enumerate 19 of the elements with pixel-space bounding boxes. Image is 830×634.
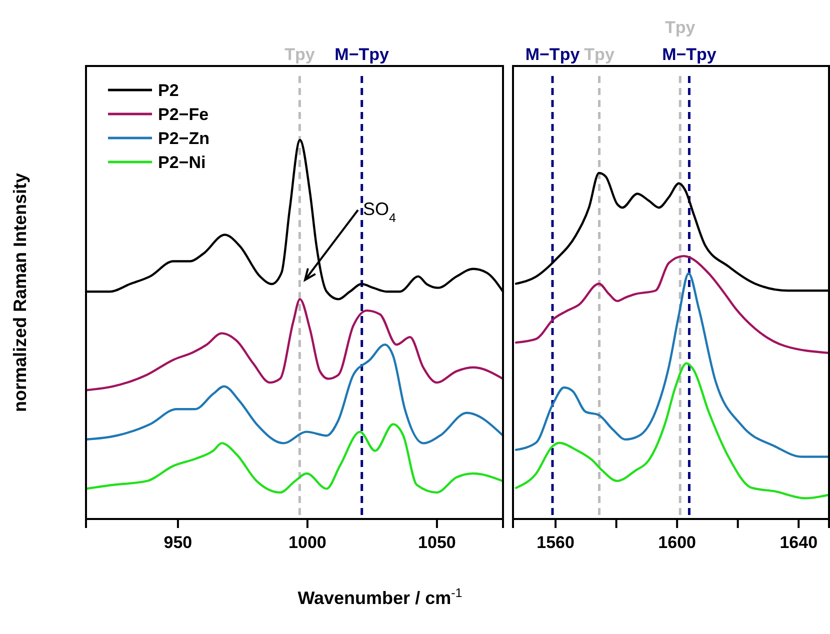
x-axis-title: Wavenumber / cm$^{-1}$ <box>298 586 462 608</box>
x-tick-label: 1600 <box>658 533 696 552</box>
ref-line-label: M−Tpy <box>525 45 580 64</box>
y-axis-title: normalized Raman Intensity <box>10 172 30 412</box>
x-tick-label: 950 <box>164 533 192 552</box>
x-tick-label: 1050 <box>418 533 456 552</box>
legend-label: P2−Ni <box>158 153 206 172</box>
annotation: SO$_{4}$ <box>363 199 396 225</box>
x-tick-label: 1640 <box>780 533 818 552</box>
legend-label: P2−Zn <box>158 129 210 148</box>
x-tick-label: 1000 <box>288 533 326 552</box>
ref-line-label: Tpy <box>665 18 696 37</box>
legend-label: P2−Fe <box>158 105 209 124</box>
ref-line-label: M−Tpy <box>334 45 390 64</box>
x-tick-label: 1560 <box>536 533 574 552</box>
ref-line-label: Tpy <box>284 45 316 64</box>
ref-line-label: Tpy <box>584 45 615 64</box>
ref-line-label: M−Tpy <box>662 45 717 64</box>
legend-label: P2 <box>158 81 179 100</box>
